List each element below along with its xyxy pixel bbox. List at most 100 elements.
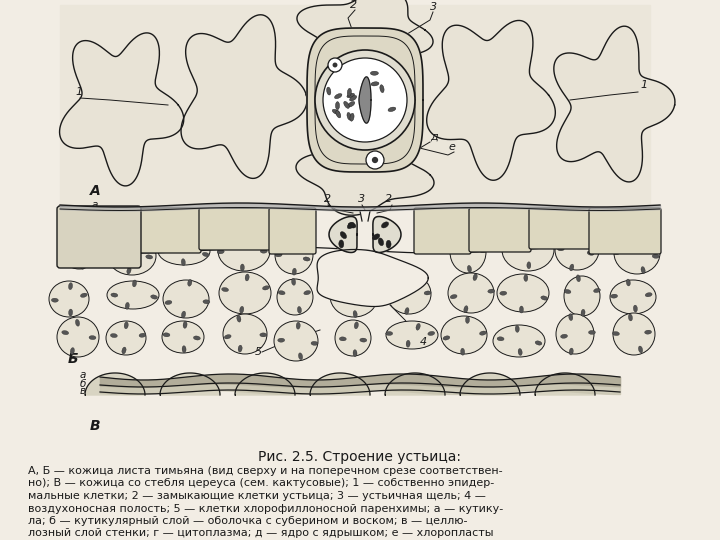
Text: ла; б — кутикулярный слой — оболочка с суберином и воском; в — целлю-: ла; б — кутикулярный слой — оболочка с с… — [28, 516, 467, 526]
Ellipse shape — [107, 281, 159, 309]
Ellipse shape — [340, 65, 366, 135]
Ellipse shape — [68, 309, 73, 316]
Polygon shape — [317, 249, 428, 307]
Ellipse shape — [278, 338, 284, 342]
Polygon shape — [373, 217, 401, 253]
Ellipse shape — [350, 113, 354, 121]
Ellipse shape — [424, 291, 431, 295]
Ellipse shape — [406, 340, 410, 347]
Ellipse shape — [335, 320, 371, 356]
Ellipse shape — [441, 316, 487, 354]
Polygon shape — [385, 373, 445, 395]
Ellipse shape — [347, 93, 355, 98]
Ellipse shape — [611, 294, 618, 298]
Ellipse shape — [593, 288, 600, 293]
Ellipse shape — [132, 280, 137, 287]
Ellipse shape — [347, 89, 351, 96]
Ellipse shape — [354, 322, 359, 329]
Text: лозный слой стенки; г — цитоплазма; д — ядро с ядрышком; е — хлоропласты: лозный слой стенки; г — цитоплазма; д — … — [28, 529, 493, 538]
Ellipse shape — [629, 314, 632, 321]
Text: 3: 3 — [358, 194, 365, 204]
Polygon shape — [329, 217, 357, 253]
Polygon shape — [60, 33, 184, 186]
Ellipse shape — [333, 291, 340, 295]
Polygon shape — [359, 77, 371, 123]
Ellipse shape — [487, 289, 495, 293]
Ellipse shape — [626, 279, 630, 286]
Ellipse shape — [181, 259, 185, 266]
Ellipse shape — [304, 291, 310, 295]
Ellipse shape — [500, 291, 507, 295]
FancyBboxPatch shape — [529, 208, 591, 249]
Ellipse shape — [614, 232, 660, 274]
Ellipse shape — [353, 310, 357, 318]
Text: 2: 2 — [385, 194, 392, 204]
Ellipse shape — [610, 280, 656, 314]
Ellipse shape — [274, 321, 318, 361]
Ellipse shape — [294, 238, 298, 245]
Ellipse shape — [202, 252, 209, 256]
Ellipse shape — [428, 332, 435, 335]
Ellipse shape — [158, 237, 210, 265]
Ellipse shape — [222, 287, 228, 292]
FancyBboxPatch shape — [57, 206, 141, 268]
Ellipse shape — [581, 309, 585, 316]
Ellipse shape — [480, 248, 487, 253]
Ellipse shape — [641, 267, 645, 273]
Ellipse shape — [386, 332, 392, 335]
Ellipse shape — [245, 274, 249, 281]
Ellipse shape — [51, 298, 58, 302]
Text: г: г — [92, 209, 97, 219]
Circle shape — [372, 157, 378, 163]
Ellipse shape — [218, 231, 270, 271]
Ellipse shape — [473, 274, 477, 281]
Ellipse shape — [332, 109, 340, 114]
Ellipse shape — [541, 296, 548, 300]
Ellipse shape — [364, 65, 390, 135]
Ellipse shape — [570, 264, 574, 271]
Ellipse shape — [71, 348, 74, 355]
Circle shape — [328, 58, 342, 72]
Ellipse shape — [292, 268, 297, 275]
Ellipse shape — [480, 331, 487, 335]
Ellipse shape — [497, 274, 549, 312]
Ellipse shape — [388, 107, 396, 112]
Ellipse shape — [68, 282, 73, 289]
Ellipse shape — [450, 231, 486, 273]
Ellipse shape — [278, 291, 285, 295]
Ellipse shape — [350, 96, 356, 101]
Ellipse shape — [163, 280, 209, 318]
Ellipse shape — [219, 272, 271, 314]
Polygon shape — [427, 21, 555, 180]
Ellipse shape — [225, 335, 231, 339]
Ellipse shape — [371, 82, 379, 86]
Ellipse shape — [613, 332, 619, 335]
Ellipse shape — [296, 322, 300, 329]
Ellipse shape — [339, 337, 346, 341]
Polygon shape — [360, 211, 370, 221]
Ellipse shape — [163, 333, 170, 337]
Ellipse shape — [182, 346, 186, 353]
Polygon shape — [160, 373, 220, 395]
Text: но); В — кожица со стебля цереуса (сем. кактусовые); 1 — собственно эпидер-: но); В — кожица со стебля цереуса (сем. … — [28, 478, 494, 489]
FancyBboxPatch shape — [199, 208, 271, 250]
Ellipse shape — [83, 233, 87, 240]
Polygon shape — [554, 26, 675, 182]
Text: воздухоносная полость; 5 — клетки хлорофиллоносной паренхимы; а — кутику-: воздухоносная полость; 5 — клетки хлороф… — [28, 503, 503, 514]
Ellipse shape — [493, 325, 545, 357]
Ellipse shape — [49, 281, 89, 317]
Text: Б: Б — [68, 352, 78, 366]
Polygon shape — [297, 0, 433, 70]
Ellipse shape — [327, 87, 330, 95]
Text: 2: 2 — [350, 0, 357, 10]
Ellipse shape — [467, 265, 472, 272]
Polygon shape — [310, 373, 370, 395]
Polygon shape — [181, 15, 307, 178]
Text: а: а — [80, 370, 86, 380]
Ellipse shape — [503, 242, 510, 247]
Ellipse shape — [299, 353, 302, 360]
Polygon shape — [60, 5, 650, 205]
Ellipse shape — [569, 314, 573, 321]
Circle shape — [366, 151, 384, 169]
Ellipse shape — [223, 314, 267, 354]
